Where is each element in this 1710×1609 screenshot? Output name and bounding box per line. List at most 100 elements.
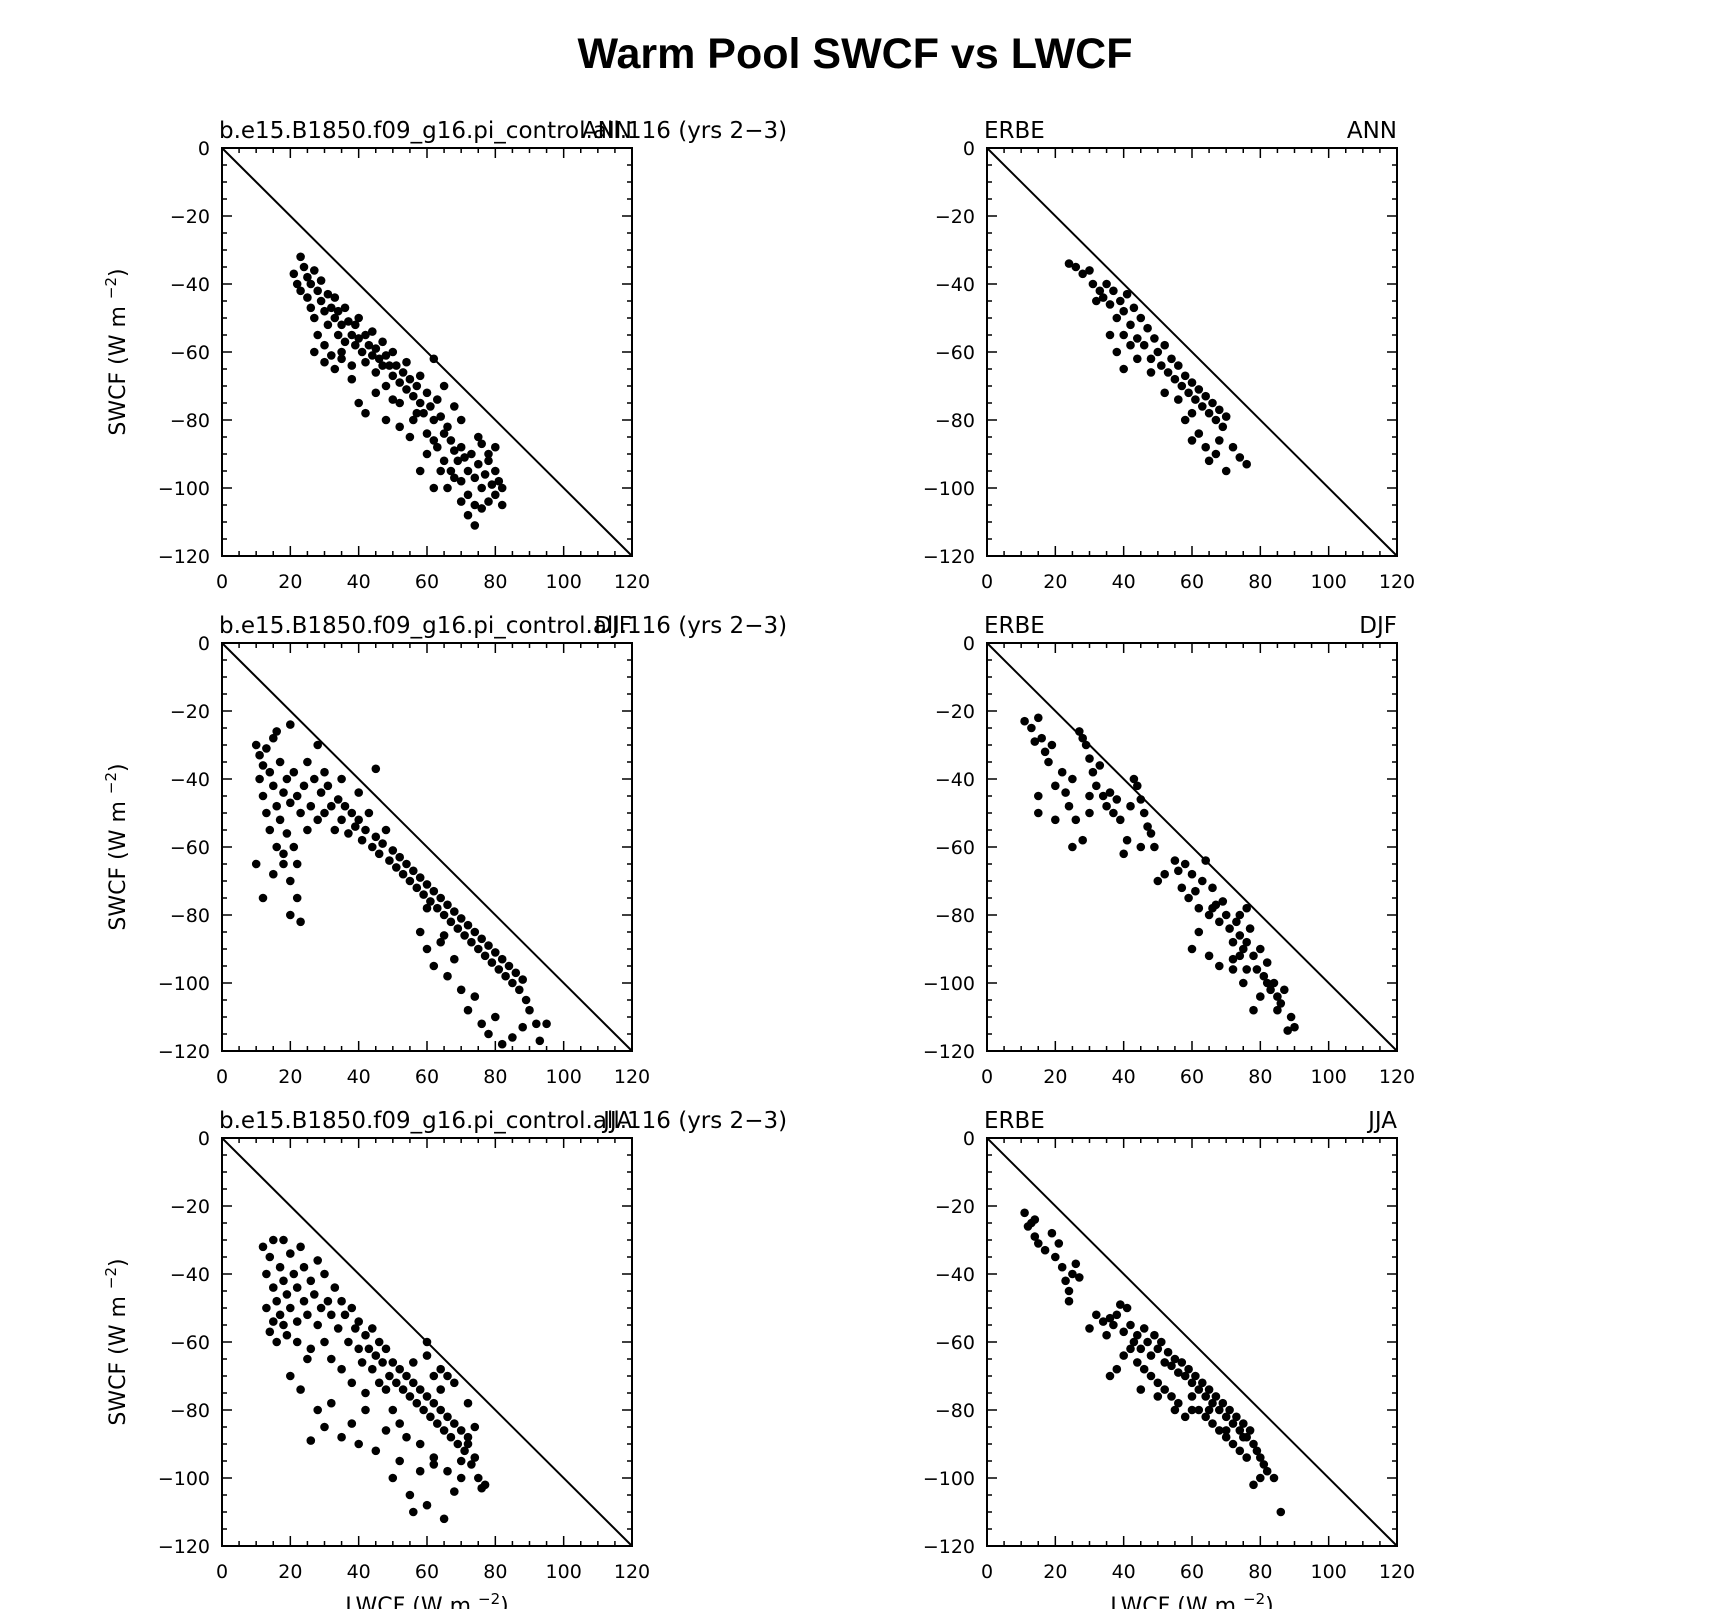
data-point <box>439 1514 449 1524</box>
y-tick-label: −120 <box>923 1536 975 1558</box>
data-point <box>470 500 480 510</box>
data-point <box>357 1358 367 1367</box>
data-point <box>415 398 425 408</box>
data-point <box>1170 1354 1180 1364</box>
data-point <box>429 415 439 425</box>
data-point <box>320 767 329 777</box>
data-point <box>535 1036 545 1046</box>
data-point <box>1057 1262 1067 1272</box>
data-point <box>347 361 357 370</box>
data-point <box>327 1398 336 1408</box>
x-axis-title: LWCF (W m −2) <box>345 1590 508 1609</box>
panel-right-title: DJF <box>594 613 632 639</box>
data-point <box>1208 398 1217 408</box>
data-point <box>463 510 473 520</box>
data-point <box>450 907 459 916</box>
data-point <box>1194 1385 1204 1394</box>
panel-left-title: b.e15.B1850.f09_g16.pi_control.all.116 (… <box>219 1108 787 1134</box>
data-point <box>409 415 418 425</box>
data-point <box>286 1249 295 1258</box>
data-point <box>405 1392 415 1401</box>
data-point <box>1095 286 1105 296</box>
data-point <box>1064 259 1074 268</box>
data-point <box>1235 951 1245 961</box>
data-point <box>1177 1358 1187 1367</box>
reference-line <box>986 147 1398 557</box>
data-point <box>443 900 452 910</box>
data-point <box>484 456 493 466</box>
data-point <box>1139 1324 1149 1333</box>
data-point <box>422 1351 432 1360</box>
data-point <box>371 1446 381 1456</box>
data-point <box>1078 269 1087 279</box>
data-point <box>354 313 364 323</box>
x-tick-label: 120 <box>1379 571 1415 593</box>
data-point <box>347 808 357 818</box>
data-point <box>313 1405 323 1415</box>
data-point <box>422 388 432 398</box>
data-point <box>279 1235 288 1245</box>
data-point <box>1180 1412 1190 1422</box>
y-axis-title-close: ) <box>106 763 131 772</box>
data-point <box>340 1310 350 1320</box>
data-point <box>1273 1005 1282 1015</box>
data-point <box>405 374 415 384</box>
scatter-panel-1: 0 20 40 60 80 100 120 0 −20 −40 −60 −80 −100 −120 b.e1… <box>102 118 787 593</box>
data-point <box>1228 965 1238 974</box>
data-point <box>395 1456 405 1466</box>
x-tick-label: 120 <box>1379 1066 1415 1088</box>
data-point <box>1146 1371 1156 1381</box>
data-point <box>409 1358 418 1367</box>
data-point <box>1064 1286 1074 1296</box>
x-tick-label: 120 <box>1379 1561 1415 1583</box>
data-point <box>1225 924 1234 933</box>
data-point <box>351 320 360 330</box>
data-point <box>289 767 299 777</box>
data-point <box>275 757 285 767</box>
data-point <box>1191 886 1200 896</box>
data-point <box>296 1385 305 1394</box>
data-point <box>1068 774 1077 784</box>
data-point <box>1116 1300 1125 1309</box>
x-tick-label: 80 <box>1248 1066 1272 1088</box>
y-tick-label: −60 <box>935 837 975 859</box>
data-point <box>296 252 305 262</box>
data-point <box>1051 781 1060 791</box>
data-point <box>456 442 466 452</box>
data-point <box>368 1364 377 1374</box>
data-point <box>371 344 381 353</box>
data-point <box>279 859 288 869</box>
data-point <box>1266 985 1275 995</box>
data-point <box>1034 808 1043 818</box>
data-point <box>292 1283 302 1292</box>
data-point <box>279 788 288 797</box>
data-point <box>395 1364 405 1374</box>
data-point <box>415 371 425 381</box>
data-point <box>371 388 381 398</box>
data-point <box>1235 453 1245 462</box>
data-point <box>269 1235 278 1245</box>
data-point <box>422 1392 432 1401</box>
data-point <box>1105 330 1115 340</box>
data-point <box>354 1317 364 1326</box>
y-tick-label: −60 <box>170 837 210 859</box>
data-point <box>439 429 449 438</box>
data-point <box>388 395 398 404</box>
data-point <box>378 1358 387 1367</box>
data-point <box>1116 296 1125 306</box>
data-point <box>1136 1344 1146 1354</box>
data-point <box>269 781 278 791</box>
y-tick-label: −20 <box>170 206 210 228</box>
x-tick-label: 0 <box>981 1066 993 1088</box>
data-point <box>320 1337 329 1347</box>
data-point <box>1273 992 1282 1001</box>
data-point <box>361 1388 370 1398</box>
y-tick-label: −120 <box>923 1041 975 1063</box>
data-point <box>1126 1344 1135 1354</box>
data-point <box>1184 388 1193 398</box>
data-point <box>1040 1245 1050 1255</box>
y-axis-title-main: SWCF <box>106 365 131 436</box>
y-tick-label: −20 <box>170 701 210 723</box>
data-point <box>1098 293 1108 302</box>
data-point <box>333 306 343 316</box>
